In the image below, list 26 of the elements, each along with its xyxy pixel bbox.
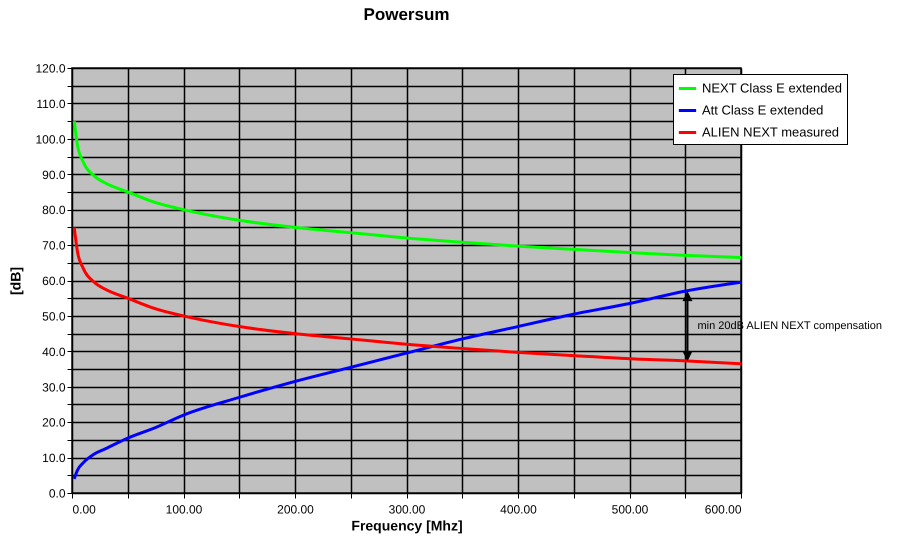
y-tick-label: 40.0 <box>42 344 66 359</box>
y-tick-label: 0.0 <box>48 486 66 500</box>
y-tick-label: 50.0 <box>42 309 66 324</box>
y-tick-label: 120.0 <box>35 62 66 76</box>
y-tick-label: 30.0 <box>42 380 66 394</box>
y-tick-label: 20.0 <box>42 416 66 430</box>
x-tick-label: 600.00 <box>704 502 742 516</box>
y-tick-label: 70.0 <box>42 238 66 253</box>
x-tick-label: 100.00 <box>166 502 203 516</box>
y-axis-title: [dB] <box>7 267 24 295</box>
x-tick-label: 200.00 <box>277 502 314 516</box>
y-tick-label: 10.0 <box>42 451 66 466</box>
x-tick-label: 0.00 <box>72 502 96 516</box>
y-tick-label: 90.0 <box>42 168 66 182</box>
chart-title: Powersum <box>364 5 450 24</box>
x-axis-title: Frequency [Mhz] <box>351 518 463 534</box>
legend-label: Att Class E extended <box>702 102 824 118</box>
y-tick-label: 110.0 <box>36 96 66 111</box>
legend-label: NEXT Class E extended <box>702 80 842 96</box>
x-tick-label: 500.00 <box>612 502 649 516</box>
y-tick-label: 100.0 <box>35 132 66 146</box>
y-tick-label: 60.0 <box>42 274 66 288</box>
x-tick-label: 400.00 <box>500 502 538 516</box>
y-tick-label: 80.0 <box>42 203 66 218</box>
legend-label: ALIEN NEXT measured <box>702 124 840 140</box>
x-tick-label: 300.00 <box>388 502 426 516</box>
